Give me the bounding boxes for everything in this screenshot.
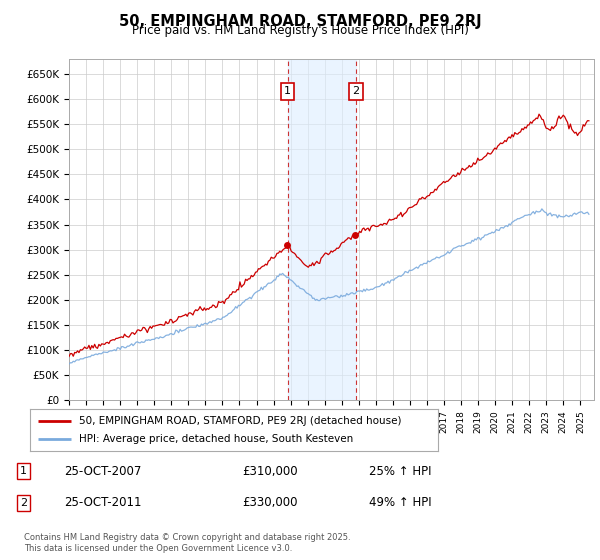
Text: Price paid vs. HM Land Registry's House Price Index (HPI): Price paid vs. HM Land Registry's House … [131, 24, 469, 37]
Bar [287, 59, 356, 400]
Text: 25-OCT-2011: 25-OCT-2011 [64, 496, 142, 509]
Text: 50, EMPINGHAM ROAD, STAMFORD, PE9 2RJ: 50, EMPINGHAM ROAD, STAMFORD, PE9 2RJ [119, 14, 481, 29]
Text: HPI: Average price, detached house, South Kesteven: HPI: Average price, detached house, Sout… [79, 434, 353, 444]
Text: 25% ↑ HPI: 25% ↑ HPI [369, 465, 431, 478]
Text: 2: 2 [20, 498, 27, 508]
Text: £330,000: £330,000 [242, 496, 298, 509]
Text: £310,000: £310,000 [242, 465, 298, 478]
Text: 50, EMPINGHAM ROAD, STAMFORD, PE9 2RJ (detached house): 50, EMPINGHAM ROAD, STAMFORD, PE9 2RJ (d… [79, 416, 401, 426]
Text: 1: 1 [20, 466, 27, 476]
Text: 1: 1 [284, 86, 291, 96]
Text: 49% ↑ HPI: 49% ↑ HPI [369, 496, 432, 509]
Text: Contains HM Land Registry data © Crown copyright and database right 2025.
This d: Contains HM Land Registry data © Crown c… [24, 533, 350, 553]
Text: 25-OCT-2007: 25-OCT-2007 [64, 465, 141, 478]
Text: 2: 2 [352, 86, 359, 96]
